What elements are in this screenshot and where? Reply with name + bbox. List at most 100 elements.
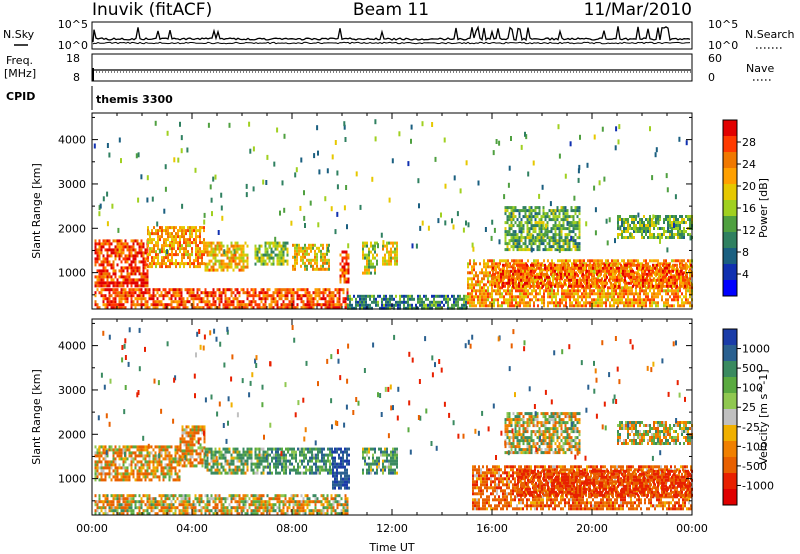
radar-cell bbox=[572, 245, 575, 249]
radar-cell bbox=[116, 254, 119, 258]
radar-cell bbox=[130, 248, 133, 252]
radar-cell bbox=[254, 244, 257, 248]
radar-cell bbox=[592, 263, 594, 267]
radar-cell bbox=[191, 262, 193, 266]
radar-cell bbox=[262, 294, 265, 298]
radar-cell bbox=[160, 294, 163, 298]
radar-cell bbox=[314, 252, 316, 256]
radar-cell bbox=[657, 259, 659, 263]
radar-cell bbox=[249, 148, 252, 154]
radar-cell bbox=[175, 232, 177, 236]
radar-cell bbox=[242, 262, 245, 266]
radar-cell bbox=[264, 303, 267, 307]
radar-cell bbox=[100, 463, 103, 467]
radar-cell bbox=[151, 196, 154, 202]
radar-cell bbox=[604, 275, 606, 279]
radar-cell bbox=[94, 284, 97, 288]
radar-cell bbox=[390, 253, 392, 257]
radar-cell bbox=[582, 272, 584, 276]
radar-cell bbox=[681, 230, 683, 233]
radar-cell bbox=[512, 284, 514, 288]
radar-cell bbox=[451, 218, 453, 224]
radar-cell bbox=[434, 156, 437, 162]
radar-cell bbox=[665, 292, 667, 296]
radar-cell bbox=[244, 265, 247, 269]
radar-cell bbox=[538, 239, 541, 243]
radar-cell bbox=[689, 301, 691, 305]
radar-cell bbox=[685, 298, 687, 302]
radar-cell bbox=[347, 277, 350, 281]
radar-cell bbox=[612, 269, 614, 273]
radar-cell bbox=[393, 303, 395, 307]
radar-cell bbox=[110, 251, 113, 255]
radar-cell bbox=[514, 230, 517, 234]
radar-cell bbox=[161, 259, 163, 263]
radar-cell bbox=[635, 298, 637, 302]
radar-cell bbox=[126, 297, 129, 301]
radar-cell bbox=[338, 297, 341, 301]
radar-cell bbox=[204, 241, 207, 245]
radar-cell bbox=[157, 253, 159, 257]
radar-cell bbox=[147, 265, 149, 269]
radar-cell bbox=[153, 238, 155, 242]
radar-cell bbox=[593, 304, 595, 308]
radar-cell bbox=[619, 225, 622, 231]
radar-cell bbox=[502, 263, 504, 267]
radar-cell bbox=[668, 275, 670, 279]
radar-cell bbox=[186, 306, 189, 310]
radar-cell bbox=[606, 263, 608, 267]
radar-cell bbox=[159, 262, 161, 266]
radar-cell bbox=[296, 252, 298, 256]
radar-cell bbox=[624, 272, 626, 276]
radar-cell bbox=[637, 295, 639, 299]
radar-cell bbox=[102, 294, 105, 298]
radar-cell bbox=[268, 306, 271, 310]
radar-cell bbox=[688, 278, 690, 282]
radar-cell bbox=[521, 298, 523, 302]
radar-cell bbox=[364, 265, 366, 269]
radar-cell bbox=[550, 239, 553, 243]
radar-cell bbox=[527, 292, 529, 296]
radar-cell bbox=[202, 300, 205, 304]
radar-cell bbox=[366, 241, 368, 245]
radar-cell bbox=[584, 278, 586, 282]
radar-cell bbox=[130, 278, 133, 282]
radar-cell bbox=[685, 215, 687, 218]
radar-cell bbox=[475, 280, 477, 284]
radar-cell bbox=[260, 259, 263, 263]
radar-cell bbox=[642, 263, 644, 267]
radar-cell bbox=[228, 256, 231, 260]
radar-cell bbox=[673, 304, 675, 308]
radar-cell bbox=[98, 263, 101, 267]
radar-cell bbox=[102, 266, 105, 270]
radar-cell bbox=[666, 263, 668, 267]
radar-cell bbox=[306, 306, 309, 310]
radar-cell bbox=[394, 247, 396, 251]
radar-cell bbox=[528, 281, 530, 285]
radar-cell bbox=[656, 269, 658, 273]
radar-cell bbox=[570, 272, 572, 276]
radar-cell bbox=[108, 260, 111, 264]
radar-cell bbox=[597, 289, 599, 293]
radar-cell bbox=[108, 297, 111, 301]
radar-cell bbox=[114, 300, 117, 304]
radar-cell bbox=[308, 291, 311, 295]
radar-cell bbox=[570, 275, 572, 279]
radar-cell bbox=[330, 306, 333, 310]
radar-cell bbox=[209, 184, 212, 190]
radar-cell bbox=[262, 259, 265, 263]
radar-cell bbox=[589, 259, 591, 263]
radar-cell bbox=[246, 288, 249, 292]
radar-cell bbox=[195, 226, 197, 230]
radar-cell bbox=[104, 472, 107, 476]
radar-cell bbox=[526, 263, 528, 267]
radar-cell bbox=[96, 257, 99, 261]
radar-cell bbox=[195, 238, 197, 242]
radar-cell bbox=[569, 141, 572, 147]
radar-cell bbox=[562, 275, 564, 279]
radar-cell bbox=[543, 298, 545, 302]
radar-cell bbox=[96, 454, 99, 458]
radar-cell bbox=[535, 298, 537, 302]
radar-cell bbox=[374, 244, 376, 248]
radar-cell bbox=[132, 248, 135, 252]
